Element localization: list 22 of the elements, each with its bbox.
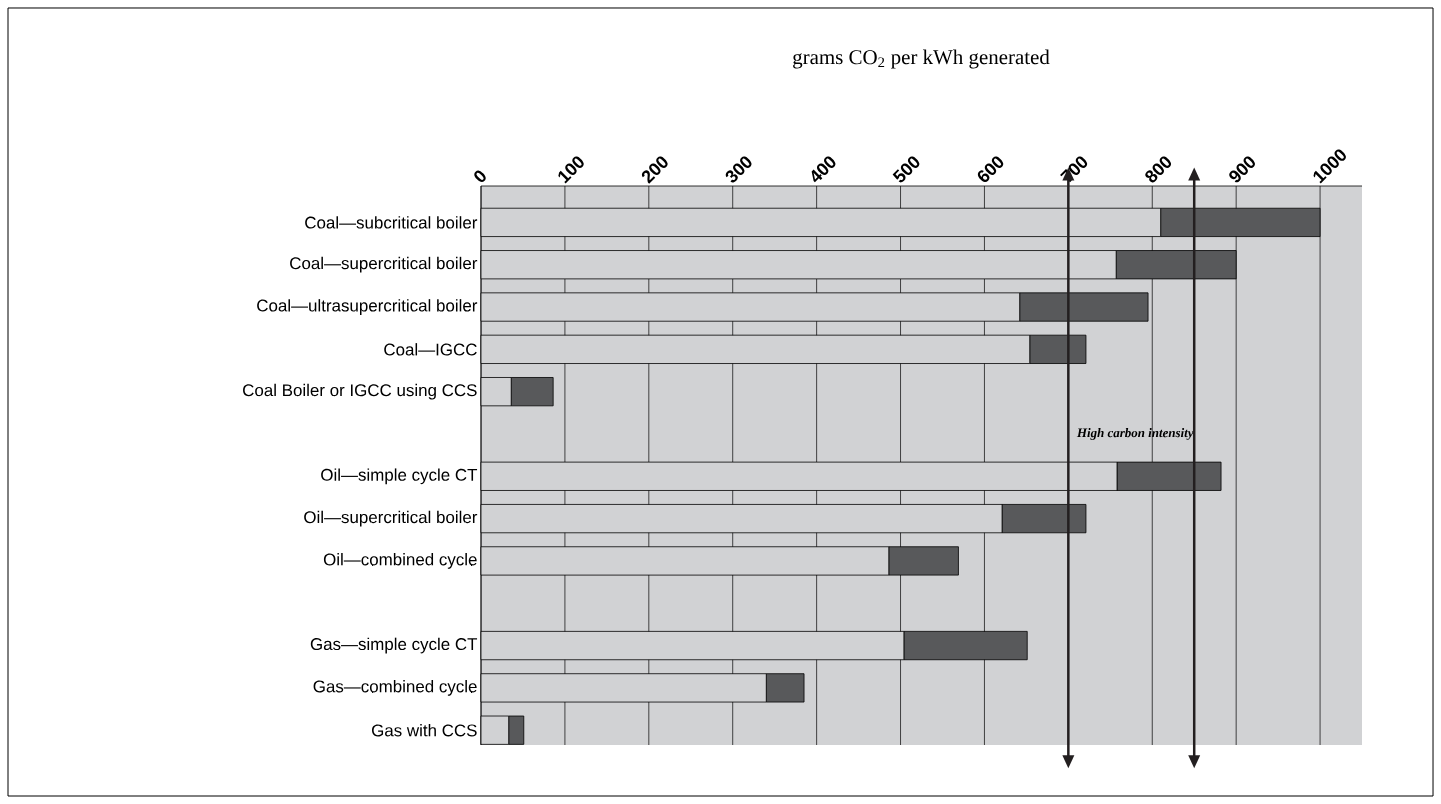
y-tick-label: Gas—combined cycle (313, 679, 477, 696)
y-tick-label: Oil—simple cycle CT (321, 468, 478, 485)
y-tick-label: Gas—simple cycle CT (310, 637, 478, 654)
x-tick-label: 400 (811, 156, 836, 183)
x-tick-label: 800 (1145, 156, 1172, 183)
x-tick-label: 600 (977, 156, 1004, 182)
y-tick-label: Coal—supercritical boiler (290, 256, 478, 273)
y-tick-label: Coal—subcritical boiler (305, 216, 478, 229)
y-tick-label: Coal—IGCC (384, 343, 477, 356)
x-tick-label: 0 (474, 170, 486, 183)
x-tick-label: 100 (558, 156, 584, 184)
x-tick-label: 300 (725, 156, 752, 183)
y-tick-label: Coal Boiler or IGCC using CCS (243, 383, 477, 400)
chart-title: grams CO$_{2}$ per kWh generated (793, 49, 1050, 69)
annotation: High carbon intensity (1076, 428, 1194, 440)
x-tick-label: 900 (1229, 156, 1255, 183)
y-tick-label: Oil—supercritical boiler (304, 510, 478, 527)
x-tick-label: 200 (641, 156, 668, 184)
y-tick-label: Oil—combined cycle (323, 553, 477, 569)
x-tick-label: 500 (892, 156, 920, 183)
y-tick-label: Gas with CCS (371, 723, 477, 737)
y-tick-label: Coal—ultrasupercritical boiler (257, 299, 478, 315)
